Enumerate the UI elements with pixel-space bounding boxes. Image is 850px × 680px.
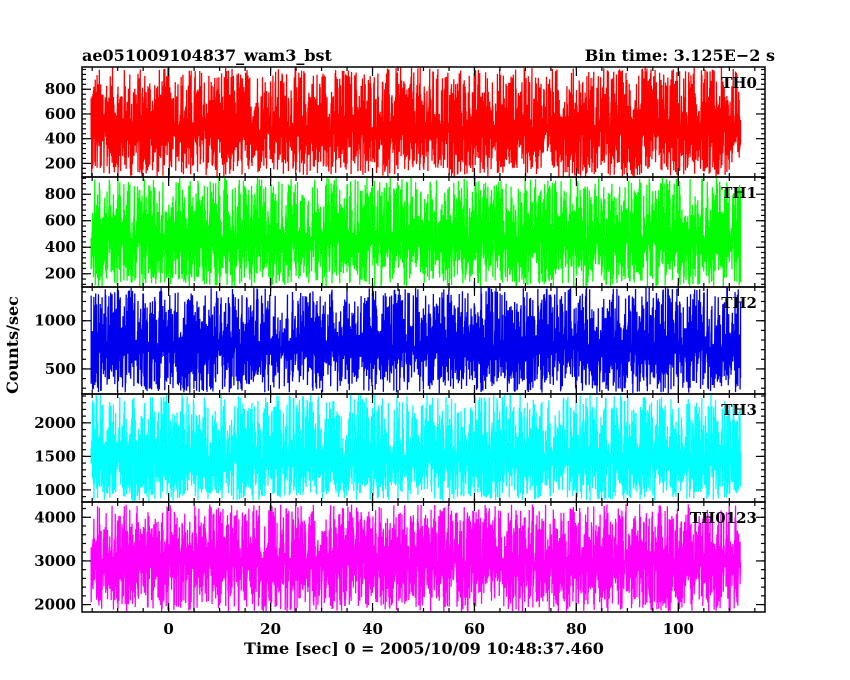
panel-th0: 200 400 600 800 TH0 [45, 66, 766, 178]
y-tick-label: 1500 [34, 447, 76, 465]
x-tick-label: 40 [362, 620, 383, 638]
panel-label: TH1 [721, 184, 757, 202]
y-tick-label: 200 [45, 265, 76, 283]
panel-th3: 1000 1500 2000 TH3 [34, 393, 766, 503]
x-tick-label: 20 [260, 620, 281, 638]
y-tick-label: 4000 [34, 508, 76, 526]
panel-th0123: 2000 3000 4000 TH0123 [34, 501, 766, 614]
y-tick-label: 400 [45, 238, 76, 256]
y-tick-label: 600 [45, 105, 76, 123]
y-tick-label: 800 [45, 185, 76, 203]
x-tick-label: 80 [566, 620, 587, 638]
panel-label: TH2 [721, 294, 757, 312]
y-tick-label: 2000 [34, 414, 76, 432]
series-line-th0123 [90, 504, 742, 613]
y-tick-label: 200 [45, 154, 76, 172]
x-axis-label: Time [sec] 0 = 2005/10/09 10:48:37.460 [244, 639, 604, 658]
y-tick-label: 400 [45, 130, 76, 148]
y-tick-label: 3000 [34, 552, 76, 570]
series-line-th3 [90, 393, 742, 502]
y-tick-label: 600 [45, 212, 76, 230]
y-tick-label: 1000 [34, 312, 76, 330]
chart-title-right: Bin time: 3.125E−2 s [585, 46, 775, 65]
panel-label: TH3 [721, 401, 757, 419]
y-tick-label: 800 [45, 80, 76, 98]
series-line-th0 [90, 66, 742, 178]
chart-title-left: ae051009104837_wam3_bst [82, 46, 333, 65]
series-line-th1 [90, 177, 742, 288]
panel-th1: 200 400 600 800 TH1 [45, 176, 766, 288]
x-tick-label: 0 [163, 620, 173, 638]
y-axis-label: Counts/sec [3, 296, 22, 394]
panel-label: TH0123 [690, 509, 757, 527]
panel-label: TH0 [721, 74, 757, 92]
panel-th2: 500 1000 TH2 [34, 286, 766, 395]
y-tick-label: 2000 [34, 596, 76, 614]
x-tick-label: 100 [663, 620, 694, 638]
x-tick-label: 60 [464, 620, 485, 638]
series-line-th2 [90, 287, 742, 394]
y-tick-label: 500 [45, 360, 76, 378]
y-tick-label: 1000 [34, 481, 76, 499]
